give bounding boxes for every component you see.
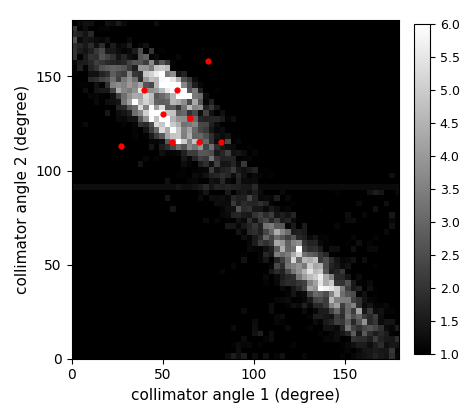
X-axis label: collimator angle 1 (degree): collimator angle 1 (degree) bbox=[131, 388, 340, 403]
Y-axis label: collimator angle 2 (degree): collimator angle 2 (degree) bbox=[15, 85, 30, 294]
